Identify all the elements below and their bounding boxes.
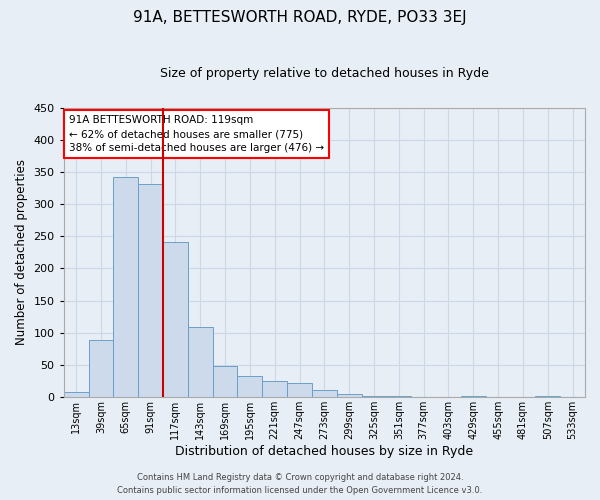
Bar	[89, 340, 113, 397]
Bar	[138, 184, 163, 397]
Title: Size of property relative to detached houses in Ryde: Size of property relative to detached ho…	[160, 68, 489, 80]
Bar	[362, 396, 386, 397]
X-axis label: Distribution of detached houses by size in Ryde: Distribution of detached houses by size …	[175, 444, 473, 458]
Bar	[337, 394, 362, 397]
Bar	[535, 396, 560, 397]
Text: 91A, BETTESWORTH ROAD, RYDE, PO33 3EJ: 91A, BETTESWORTH ROAD, RYDE, PO33 3EJ	[133, 10, 467, 25]
Text: 91A BETTESWORTH ROAD: 119sqm
← 62% of detached houses are smaller (775)
38% of s: 91A BETTESWORTH ROAD: 119sqm ← 62% of de…	[69, 116, 324, 154]
Bar	[461, 396, 486, 397]
Bar	[212, 366, 238, 397]
Text: Contains HM Land Registry data © Crown copyright and database right 2024.
Contai: Contains HM Land Registry data © Crown c…	[118, 474, 482, 495]
Bar	[312, 390, 337, 397]
Bar	[262, 381, 287, 397]
Y-axis label: Number of detached properties: Number of detached properties	[15, 160, 28, 346]
Bar	[238, 376, 262, 397]
Bar	[287, 382, 312, 397]
Bar	[386, 396, 411, 397]
Bar	[64, 392, 89, 397]
Bar	[188, 327, 212, 397]
Bar	[163, 242, 188, 397]
Bar	[113, 176, 138, 397]
